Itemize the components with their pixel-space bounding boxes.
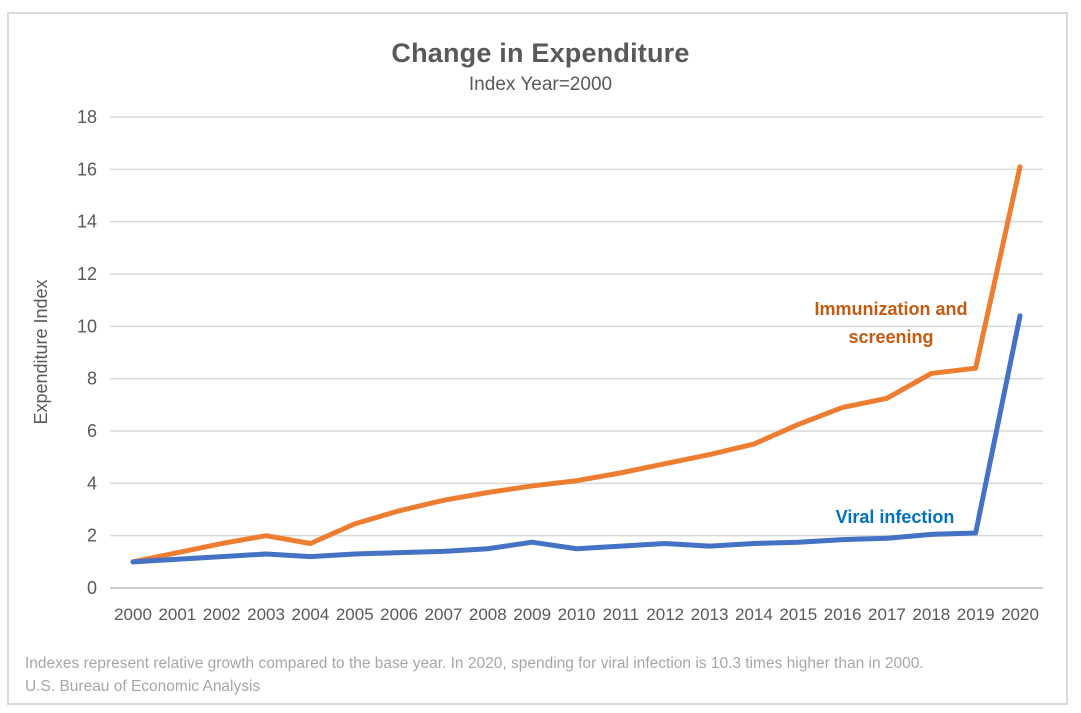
x-tick-label: 2012 (646, 605, 684, 624)
chart-frame (7, 12, 1068, 705)
y-tick-label: 10 (77, 316, 97, 336)
x-tick-label: 2018 (912, 605, 950, 624)
y-tick-label: 14 (77, 212, 97, 232)
y-tick-label: 16 (77, 159, 97, 179)
y-axis-tick-labels: 0 2 4 6 8 10 12 14 16 18 (77, 107, 97, 598)
series-line (130, 313, 1023, 565)
series-lines (130, 164, 1023, 565)
series-label: screening (848, 327, 933, 347)
x-tick-label: 2015 (779, 605, 817, 624)
x-tick-label: 2009 (513, 605, 551, 624)
y-tick-label: 4 (87, 473, 97, 493)
chart-footnote: Indexes represent relative growth compar… (25, 655, 924, 672)
series-label: Viral infection (836, 507, 955, 527)
x-tick-label: 2011 (603, 605, 640, 624)
x-tick-label: 2020 (1001, 605, 1039, 624)
series-labels: Immunization and screening Viral infection (815, 299, 968, 527)
chart-source: U.S. Bureau of Economic Analysis (25, 678, 261, 695)
y-tick-label: 8 (87, 369, 97, 389)
y-tick-label: 18 (77, 107, 97, 127)
x-tick-label: 2004 (291, 605, 329, 624)
x-tick-label: 2010 (558, 605, 596, 624)
x-tick-label: 2014 (735, 605, 773, 624)
x-tick-label: 2017 (868, 605, 906, 624)
y-tick-label: 12 (77, 264, 97, 284)
x-tick-label: 2016 (824, 605, 862, 624)
y-axis-title: Expenditure Index (31, 279, 51, 424)
x-tick-label: 2006 (380, 605, 418, 624)
x-tick-label: 2013 (691, 605, 729, 624)
series-label: Immunization and (815, 299, 968, 319)
x-axis-tick-labels: 2000 2001 2002 2003 2004 2005 2006 2007 2008 2009… (114, 605, 1039, 624)
y-tick-label: 0 (87, 578, 97, 598)
chart-subtitle: Index Year=2000 (468, 74, 613, 95)
x-tick-label: 2003 (247, 605, 285, 624)
x-tick-label: 2005 (336, 605, 374, 624)
x-tick-label: 2000 (114, 605, 152, 624)
series-line (130, 164, 1023, 565)
x-tick-label: 2008 (469, 605, 507, 624)
chart-title: Change in Expenditure (391, 38, 690, 68)
x-tick-label: 2002 (203, 605, 241, 624)
x-tick-label: 2007 (425, 605, 463, 624)
y-tick-label: 6 (87, 421, 97, 441)
x-tick-label: 2019 (957, 605, 995, 624)
x-tick-label: 2001 (158, 605, 196, 624)
y-tick-label: 2 (87, 526, 97, 546)
